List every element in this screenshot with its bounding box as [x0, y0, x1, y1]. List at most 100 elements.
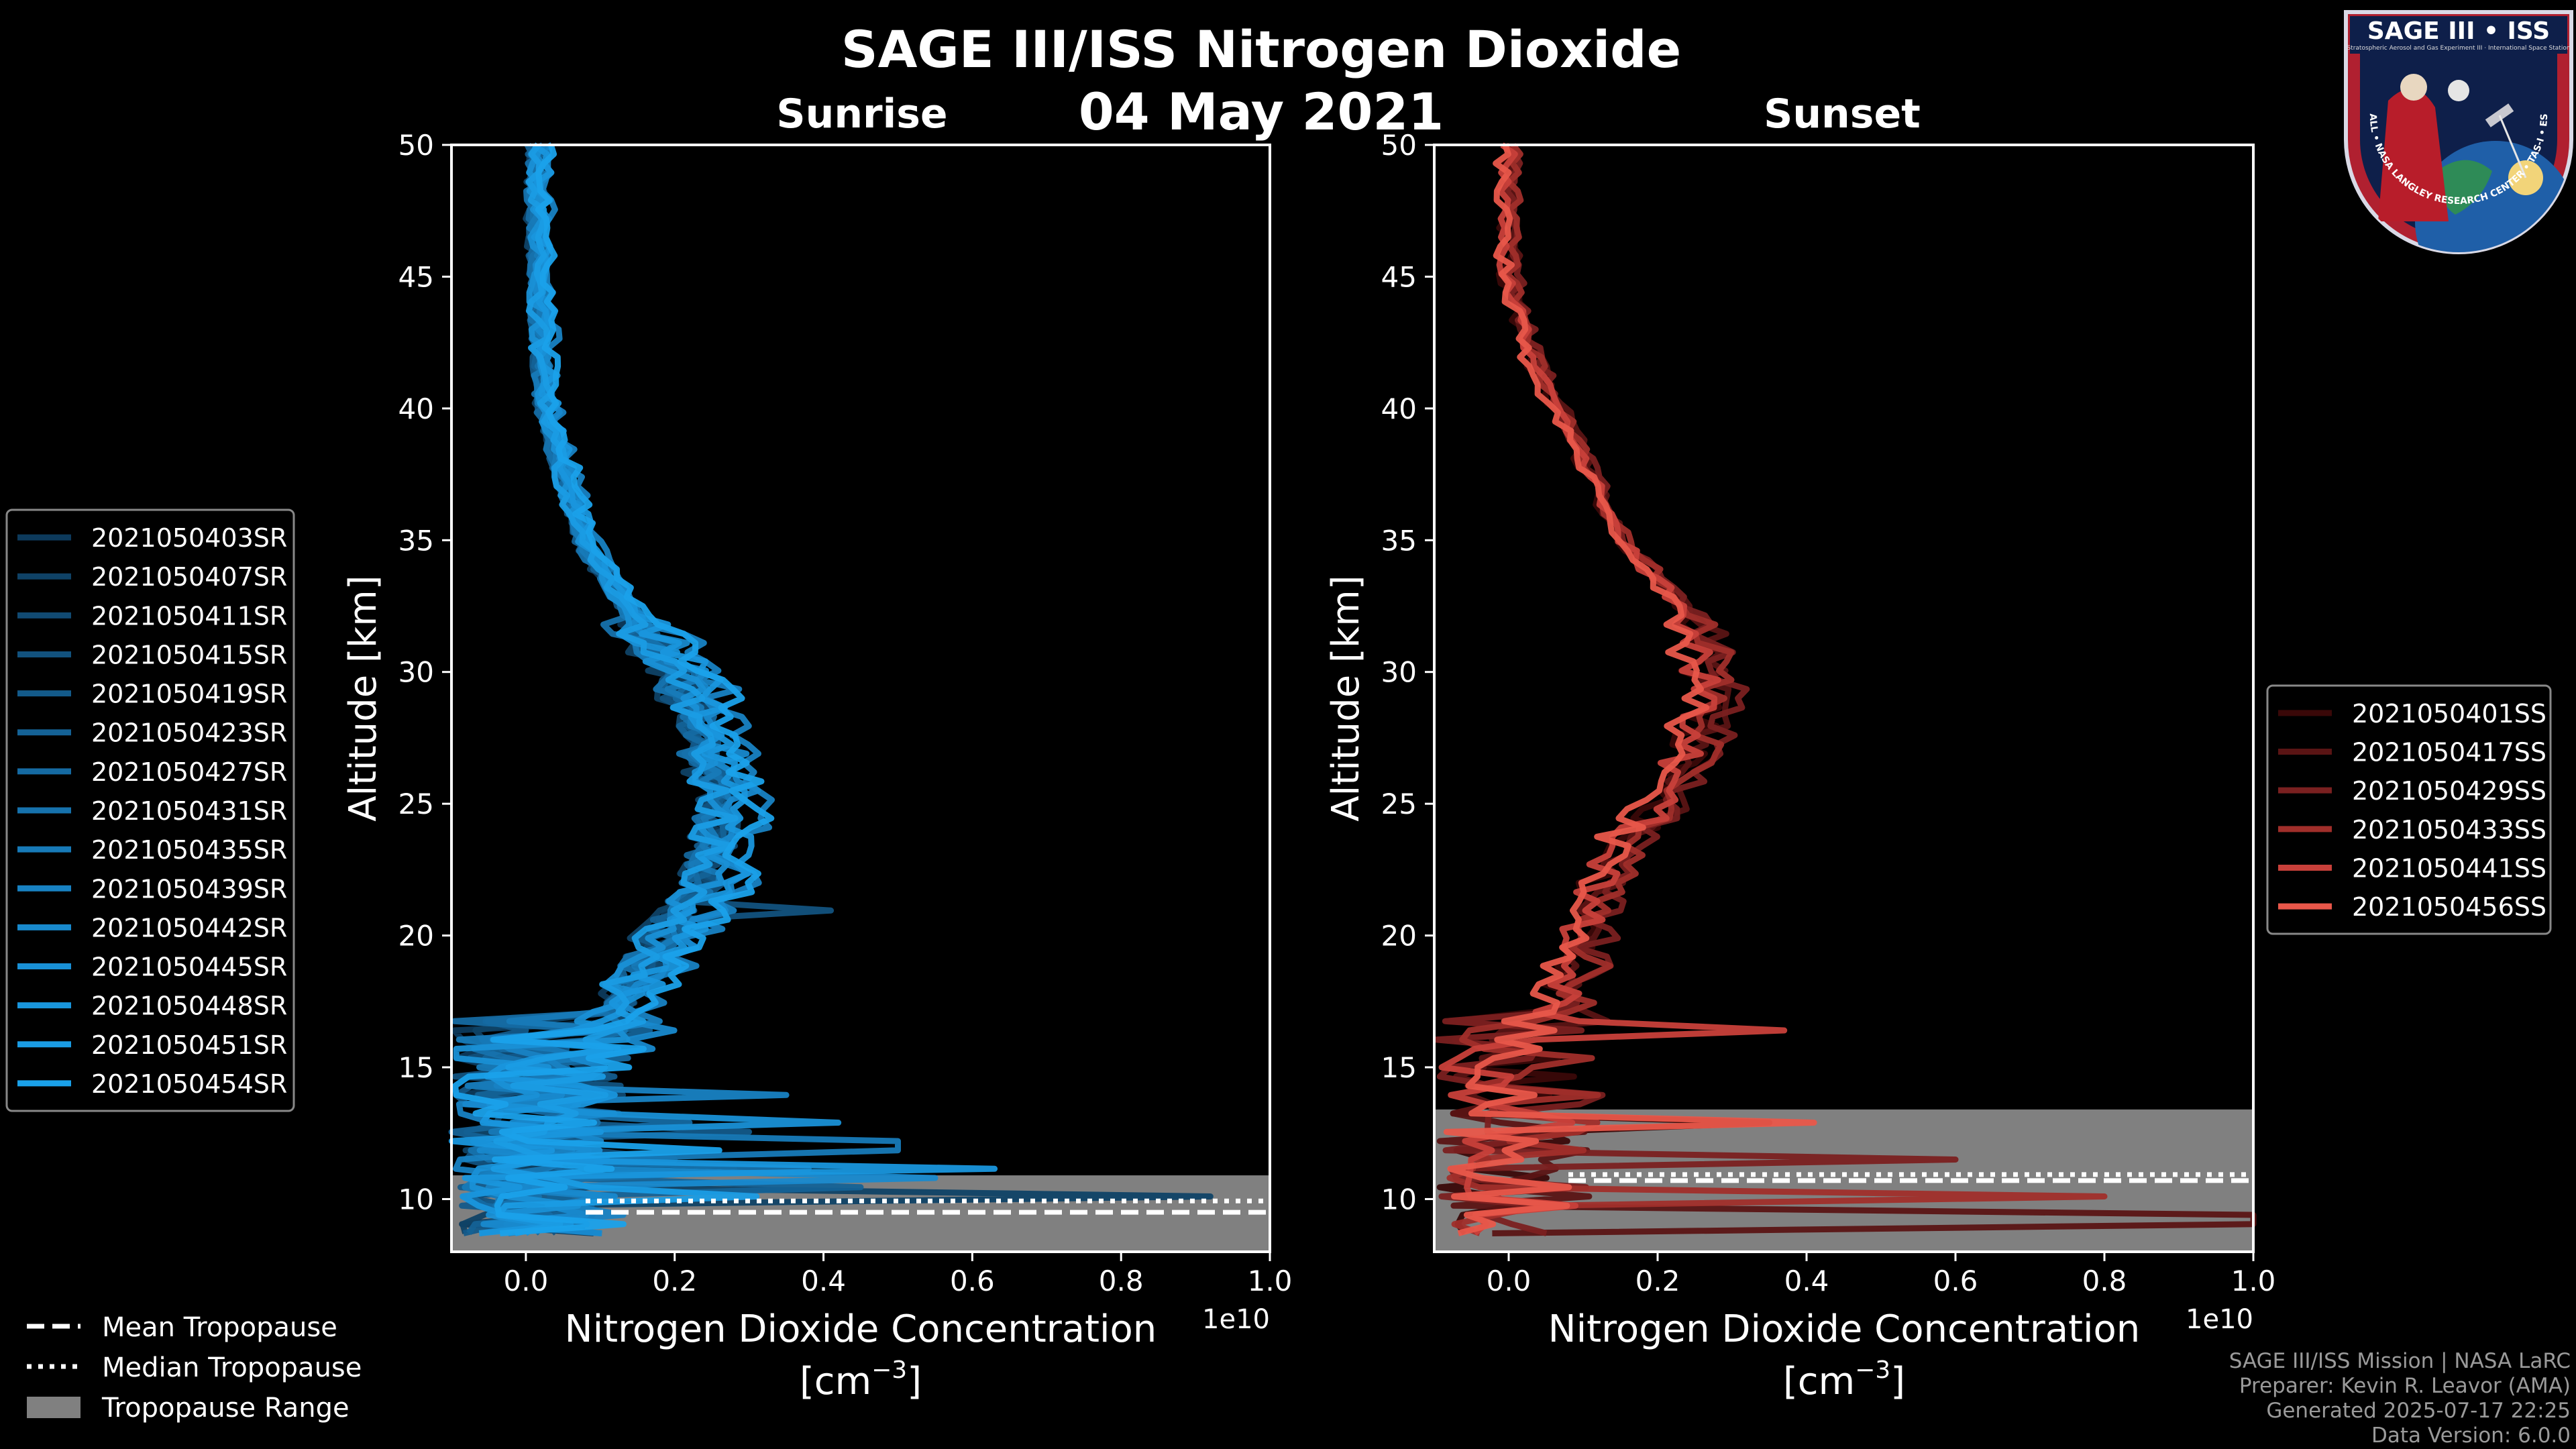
legend-entry-label: 2021050427SR: [91, 757, 287, 787]
y-tick-label: 15: [398, 1051, 434, 1084]
y-tick-label: 45: [398, 260, 434, 293]
sunrise-x-unit-close: ]: [907, 1360, 922, 1403]
credits-line: Generated 2025-07-17 22:25: [2266, 1399, 2571, 1423]
logo-light-beam-icon: [2498, 115, 2527, 178]
mean-tropopause-label: Mean Tropopause: [102, 1312, 337, 1343]
legend-entry-label: 2021050415SR: [91, 640, 287, 669]
x-tick-label: 1.0: [1248, 1265, 1293, 1297]
sunrise-panel-title: Sunrise: [776, 91, 947, 138]
x-tick-label: 0.0: [504, 1265, 549, 1297]
sunset-legend-frame: [2266, 684, 2552, 935]
legend-entry-label: 2021050411SR: [91, 601, 287, 631]
logo-top-band: [2350, 16, 2567, 54]
x-tick-label: 0.2: [652, 1265, 697, 1297]
legend-entry-label: 2021050407SR: [91, 562, 287, 592]
y-tick-label: 20: [1381, 920, 1417, 953]
sunset-panel-title: Sunset: [1764, 91, 1921, 138]
y-tick-label: 10: [398, 1183, 434, 1216]
credits-line: Data Version: 6.0.0: [2371, 1424, 2571, 1448]
median-tropopause-label: Median Tropopause: [102, 1352, 362, 1383]
x-tick-label: 0.4: [801, 1265, 846, 1297]
logo-figure-cloak-icon: [2378, 89, 2449, 221]
tropopause-legend: Mean Tropopause Median Tropopause Tropop…: [27, 1312, 362, 1424]
legend-entry-label: 2021050435SR: [91, 835, 287, 865]
sunset-x-axis-unit: [cm−3]: [1783, 1356, 1905, 1403]
sunrise-x-axis-label: Nitrogen Dioxide Concentration: [565, 1307, 1157, 1351]
sunrise-x-axis-unit: [cm−3]: [800, 1356, 922, 1403]
legend-entry-label: 2021050403SR: [91, 523, 287, 553]
sunset-x-unit-close: ]: [1890, 1360, 1905, 1403]
sunset-panel: Sunset 0.0 0.2 0.4 0.6 0.8 1.0 10 15 20 25 30 35 40 4…: [1324, 91, 2275, 1403]
figure-title-line2: 04 May 2021: [1079, 82, 1444, 142]
sunset-axis-ticks: 0.0 0.2 0.4 0.6 0.8 1.0 10 15 20 25 30 35 40 45 50: [1381, 129, 2276, 1297]
sunrise-x-unit-exponent: −3: [871, 1356, 907, 1384]
legend-entry-label: 2021050433SS: [2352, 815, 2546, 845]
sunrise-legend-frame: [5, 508, 295, 1112]
legend-entry-label: 2021050431SR: [91, 796, 287, 826]
tropopause-range-swatch: [27, 1397, 80, 1418]
sunrise-plot-frame: [450, 144, 1271, 1253]
sunset-x-offset-label: 1e10: [2186, 1304, 2253, 1335]
sunset-plot-frame: [1433, 144, 2255, 1253]
logo-moon-icon: [2448, 80, 2469, 101]
legend-entry-label: 2021050445SR: [91, 953, 287, 982]
y-tick-label: 30: [1381, 656, 1417, 689]
sunset-x-unit-exponent: −3: [1855, 1356, 1890, 1384]
x-tick-label: 0.8: [2082, 1265, 2127, 1297]
sunrise-y-axis-label: Altitude [km]: [341, 575, 385, 821]
y-tick-label: 15: [1381, 1051, 1417, 1084]
x-tick-label: 0.8: [1099, 1265, 1144, 1297]
sunset-y-axis-label: Altitude [km]: [1324, 575, 1368, 821]
legend-entry-label: 2021050441SS: [2352, 854, 2546, 883]
legend-entry-label: 2021050417SS: [2352, 738, 2546, 767]
series-line: [490, 143, 760, 1236]
y-tick-label: 25: [1381, 788, 1417, 820]
legend-entry-label: 2021050439SR: [91, 874, 287, 904]
y-tick-label: 20: [398, 920, 434, 953]
legend-entry-label: 2021050423SR: [91, 718, 287, 748]
sunset-x-axis-label: Nitrogen Dioxide Concentration: [1548, 1307, 2141, 1351]
credits-block: SAGE III/ISS Mission | NASA LaRC Prepare…: [2229, 1349, 2571, 1448]
legend-entry-label: 2021050429SS: [2352, 776, 2546, 806]
x-tick-label: 0.2: [1635, 1265, 1680, 1297]
series-line: [453, 144, 842, 1236]
logo-title: SAGE III • ISS: [2367, 17, 2550, 45]
legend-entry-label: 2021050456SS: [2352, 892, 2546, 922]
sunrise-legend: 2021050403SR 2021050407SR 2021050411SR 2021…: [5, 508, 295, 1112]
logo-artwork: [2378, 74, 2571, 252]
y-tick-label: 35: [398, 524, 434, 557]
sunrise-panel: Sunrise 0.0 0.2 0.4 0.6 0.8 1.0 10 15 20 25 30 35 40…: [341, 91, 1292, 1403]
sunrise-axis-ticks: 0.0 0.2 0.4 0.6 0.8 1.0 10 15 20 25 30 35 40 45 50: [398, 129, 1293, 1297]
series-line: [452, 144, 775, 1236]
legend-entry-label: 2021050401SS: [2352, 699, 2546, 729]
y-tick-label: 45: [1381, 260, 1417, 293]
y-tick-label: 30: [398, 656, 434, 689]
logo-figure-head-icon: [2400, 74, 2427, 101]
sunset-x-unit-base: [cm: [1783, 1360, 1855, 1403]
legend-entry-label: 2021050419SR: [91, 680, 287, 709]
legend-entry-label: 2021050451SR: [91, 1030, 287, 1060]
legend-entry-label: 2021050448SR: [91, 991, 287, 1021]
series-line: [1443, 144, 1817, 1236]
y-tick-label: 25: [398, 788, 434, 820]
x-tick-label: 0.4: [1784, 1265, 1829, 1297]
figure-title-line1: SAGE III/ISS Nitrogen Dioxide: [841, 19, 1681, 79]
y-tick-label: 50: [1381, 129, 1417, 162]
y-tick-label: 40: [398, 392, 434, 425]
sunrise-x-offset-label: 1e10: [1202, 1304, 1270, 1335]
sunset-series-layer: [1432, 142, 2257, 1236]
y-tick-label: 35: [1381, 524, 1417, 557]
sunrise-x-unit-base: [cm: [800, 1360, 871, 1403]
y-tick-label: 50: [398, 129, 434, 162]
x-tick-label: 0.6: [1933, 1265, 1978, 1297]
tropopause-range-label: Tropopause Range: [101, 1393, 350, 1424]
sunset-legend: 2021050401SS 2021050417SS 2021050429SS 2021…: [2266, 684, 2552, 935]
x-tick-label: 1.0: [2231, 1265, 2276, 1297]
logo-continent-icon: [2440, 160, 2492, 215]
sunrise-series-layer: [448, 142, 1270, 1236]
y-tick-label: 40: [1381, 392, 1417, 425]
legend-entry-label: 2021050454SR: [91, 1069, 287, 1099]
logo-subtitle: Stratospheric Aerosol and Gas Experiment…: [2347, 45, 2570, 52]
credits-line: Preparer: Kevin R. Leavor (AMA): [2239, 1374, 2571, 1398]
